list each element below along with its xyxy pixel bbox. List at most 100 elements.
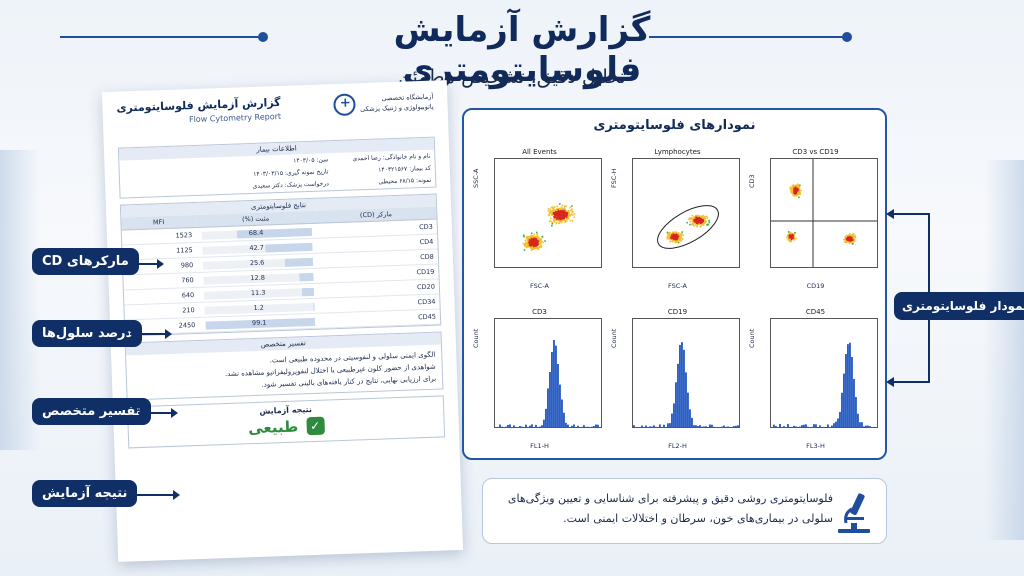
event-dot — [851, 243, 854, 245]
event-dot — [704, 219, 706, 221]
event-dot — [558, 216, 561, 219]
histogram-bar — [805, 424, 807, 427]
histogram-bar — [787, 424, 789, 427]
event-dot — [563, 209, 566, 212]
event-dot — [563, 205, 566, 207]
event-dot — [557, 216, 559, 218]
event-dot — [553, 215, 555, 218]
histogram-bar — [815, 424, 817, 427]
event-dot — [559, 209, 562, 212]
event-dot — [678, 237, 681, 240]
event-dot — [536, 231, 538, 234]
event-dot — [537, 238, 539, 241]
event-dot — [672, 233, 674, 236]
histogram-bar — [703, 426, 705, 427]
patient-sample: نمونه: ۶۸/۱۵ محیطی — [378, 176, 432, 186]
histogram-bar — [693, 425, 695, 427]
event-dot — [566, 213, 568, 215]
event-dot — [788, 240, 791, 242]
event-dot — [686, 221, 688, 224]
event-dot — [538, 238, 541, 240]
event-dot — [792, 192, 794, 194]
event-dot — [847, 240, 849, 243]
event-dot — [700, 215, 702, 218]
histogram-bar — [861, 422, 863, 427]
result-value-row: طبیعی ✓ — [248, 416, 325, 437]
event-dot — [667, 232, 670, 234]
event-dot — [791, 185, 794, 187]
event-dot — [554, 213, 556, 216]
results-table: مارکر (CD) مثبت (%) MFI CD3 68.4 1523 CD4 42… — [121, 206, 441, 336]
info-text: فلوسایتومتری روشی دقیق و پیشرفته برای شن… — [507, 492, 833, 525]
event-dot — [697, 215, 699, 218]
event-dot — [788, 235, 791, 237]
event-dot — [795, 190, 798, 192]
event-dot — [553, 210, 556, 212]
histogram-bar — [563, 412, 565, 427]
histogram-bar — [811, 426, 813, 427]
event-dot — [793, 236, 795, 239]
event-dot — [851, 239, 854, 241]
event-dot — [564, 212, 567, 214]
event-dot — [558, 220, 561, 222]
event-dot — [788, 232, 790, 235]
event-dot — [852, 237, 855, 239]
event-dot — [547, 208, 550, 210]
event-dot — [791, 190, 794, 192]
event-dot — [701, 219, 703, 221]
event-dot — [700, 221, 702, 224]
event-dot — [565, 220, 568, 222]
event-dot — [571, 209, 573, 212]
histogram-bar — [553, 340, 555, 427]
event-dot — [531, 232, 533, 235]
event-dot — [524, 239, 527, 242]
title-line-right — [649, 36, 849, 38]
event-dot — [540, 244, 542, 247]
event-dot — [561, 219, 564, 222]
event-dot — [529, 239, 532, 242]
event-dot — [701, 216, 703, 219]
event-dot — [556, 221, 558, 224]
event-dot — [696, 220, 698, 223]
event-dot — [535, 237, 538, 239]
event-dot — [698, 218, 701, 220]
event-dot — [693, 217, 695, 219]
histogram-bar — [565, 422, 567, 427]
event-dot — [529, 241, 532, 244]
event-dot — [533, 237, 536, 240]
event-dot — [790, 191, 793, 193]
results-section: نتایج فلوسایتومتری مارکر (CD) مثبت (%) M… — [119, 193, 442, 337]
event-dot — [787, 238, 789, 241]
event-dot — [668, 234, 670, 237]
histogram-bar — [677, 363, 679, 427]
event-dot — [564, 213, 566, 215]
label-interpretation: تفسیر متخصص — [32, 398, 151, 425]
scatter-svg — [657, 205, 719, 249]
event-dot — [557, 209, 560, 211]
event-dot — [691, 217, 693, 219]
event-dot — [850, 238, 853, 241]
event-dot — [791, 235, 793, 238]
patient-doctor: درخواست پزشک: دکتر سعیدی — [252, 180, 330, 190]
histogram-bar — [557, 364, 559, 427]
event-dot — [798, 187, 800, 189]
histogram-bar — [719, 427, 721, 428]
histogram-bar — [641, 425, 643, 427]
histogram-bar — [801, 425, 803, 427]
event-dot — [560, 208, 563, 211]
arrow-percent — [130, 329, 172, 339]
arrow-cd — [130, 259, 164, 269]
plots-panel: نمودارهای فلوسایتومتری All Events FSC-A … — [462, 108, 887, 460]
event-dot — [541, 241, 543, 243]
lab-logo-icon — [333, 93, 357, 117]
event-dot — [793, 192, 795, 194]
event-dot — [674, 239, 676, 242]
event-dot — [795, 194, 798, 197]
histogram-bar — [543, 419, 545, 427]
event-dot — [555, 211, 557, 214]
event-dot — [535, 245, 538, 247]
histogram-bar — [843, 373, 845, 427]
event-dot — [539, 241, 542, 243]
event-dot — [705, 220, 708, 223]
event-dot — [794, 188, 797, 191]
